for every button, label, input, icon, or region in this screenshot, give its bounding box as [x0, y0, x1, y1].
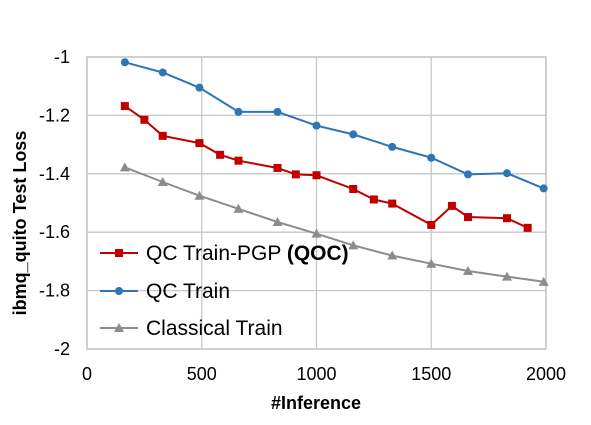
data-point-qc-train [427, 153, 436, 162]
y-tick-label: -1.4 [39, 164, 70, 184]
data-point-qc-train-pgp [158, 131, 167, 140]
data-point-qc-train-pgp [140, 115, 149, 124]
y-tick-label: -1.2 [39, 105, 70, 125]
data-point-qc-train [312, 121, 321, 130]
plot-border [86, 56, 547, 350]
y-tick-label: -2 [54, 339, 70, 359]
data-point-qc-train-pgp [369, 195, 378, 204]
y-tick-label: -1.6 [39, 222, 70, 242]
legend-marker-qc-train-pgp [115, 249, 123, 257]
data-point-classical-train [311, 228, 322, 238]
data-point-qc-train-pgp [195, 139, 204, 148]
data-point-qc-train-pgp [447, 201, 456, 210]
data-point-qc-train [349, 130, 358, 139]
legend-label-suffix: (QOC) [287, 242, 349, 265]
legend-label: QC Train [146, 280, 230, 303]
x-tick-label: 1000 [296, 364, 336, 384]
y-tick-label: -1.8 [39, 281, 70, 301]
y-tick-label: -1 [54, 47, 70, 67]
data-point-classical-train [233, 203, 244, 213]
x-axis-title: #Inference [271, 393, 361, 413]
series-qc-train-pgp [120, 102, 532, 232]
data-point-classical-train [501, 271, 512, 281]
data-point-qc-train [463, 170, 472, 179]
legend-item-classical-train: Classical Train [100, 317, 283, 340]
data-point-classical-train [387, 250, 398, 260]
series-classical-train [119, 162, 549, 286]
data-point-qc-train [273, 107, 282, 116]
x-tick-label: 0 [82, 364, 92, 384]
series-line-classical-train [124, 166, 544, 283]
legend-item-qc-train: QC Train [100, 280, 230, 303]
data-point-qc-train-pgp [388, 199, 397, 208]
data-point-classical-train [194, 190, 205, 200]
data-point-qc-train [158, 68, 167, 77]
data-point-classical-train [462, 266, 473, 276]
legend: QC Train-PGP (QOC) QC Train Classical Trai… [100, 242, 349, 340]
data-point-qc-train [120, 58, 129, 67]
legend-marker-classical-train [114, 323, 124, 332]
data-point-qc-train [234, 107, 243, 116]
legend-label: QC Train-PGP (QOC) [146, 242, 349, 265]
legend-label-name: QC Train [146, 280, 230, 303]
data-point-qc-train [388, 142, 397, 151]
data-point-qc-train [502, 169, 511, 178]
data-point-qc-train-pgp [216, 150, 225, 159]
series-layer [119, 58, 549, 286]
data-point-classical-train [157, 176, 168, 186]
data-point-qc-train-pgp [273, 163, 282, 172]
legend-label: Classical Train [146, 317, 283, 340]
legend-item-qc-train-pgp: QC Train-PGP (QOC) [100, 242, 349, 265]
series-qc-train [120, 58, 548, 193]
x-tick-label: 2000 [526, 364, 566, 384]
x-tick-label: 500 [187, 364, 217, 384]
data-point-qc-train-pgp [312, 171, 321, 180]
series-line-qc-train [124, 61, 545, 190]
data-point-qc-train-pgp [349, 184, 358, 193]
data-point-qc-train-pgp [120, 102, 129, 111]
legend-label-name: Classical Train [146, 317, 283, 340]
legend-marker-qc-train [115, 287, 123, 295]
data-point-classical-train [272, 216, 283, 226]
data-point-qc-train-pgp [427, 220, 436, 229]
x-tick-label: 1500 [411, 364, 451, 384]
data-point-classical-train [426, 258, 437, 268]
data-point-qc-train [195, 83, 204, 92]
data-point-qc-train-pgp [502, 214, 511, 223]
tick-labels: 0 500 1000 1500 2000 -1 -1.2 -1.4 -1.6 -1.8 -2 [39, 47, 566, 384]
data-point-classical-train [538, 276, 549, 286]
data-point-qc-train-pgp [523, 223, 532, 232]
y-axis-title: ibmq_quito Test Loss [10, 131, 30, 316]
data-point-qc-train-pgp [463, 213, 472, 222]
data-point-qc-train [539, 184, 548, 193]
legend-label-name: QC Train-PGP [146, 242, 281, 265]
data-point-qc-train-pgp [234, 156, 243, 165]
data-point-classical-train [119, 162, 130, 172]
data-point-classical-train [348, 240, 359, 250]
data-point-qc-train-pgp [291, 170, 300, 179]
